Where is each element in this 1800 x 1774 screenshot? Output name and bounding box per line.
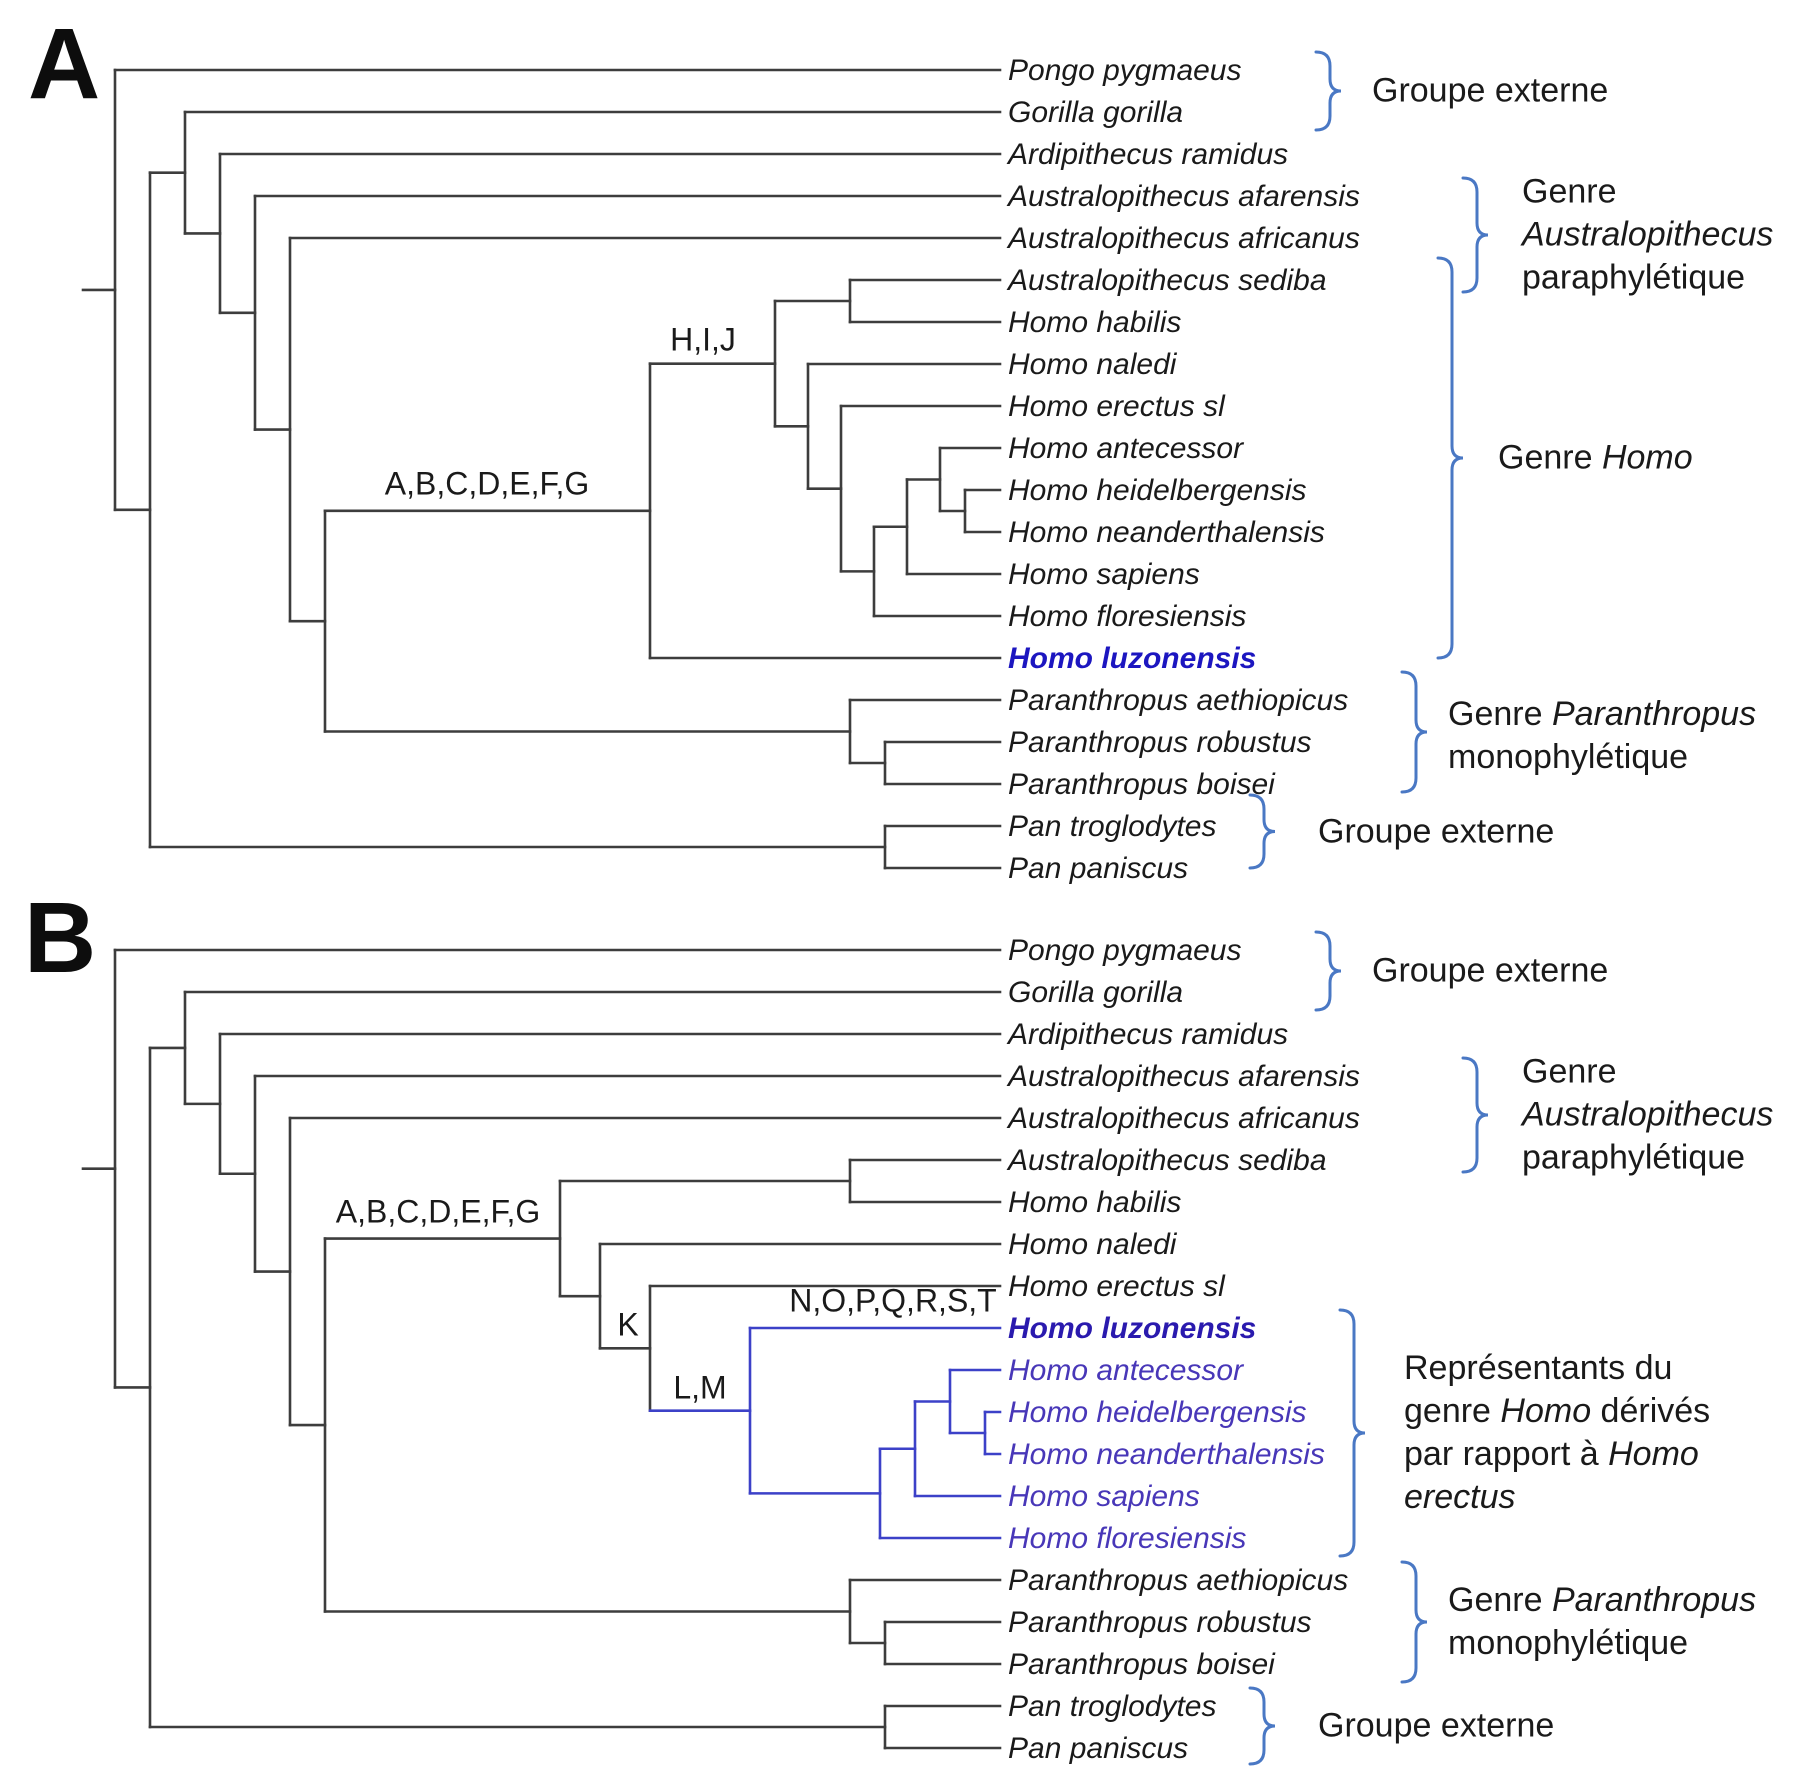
bracket-label-run: genre: [1404, 1392, 1501, 1430]
bracket-label: Genre Australopithecus paraphylétique: [1522, 171, 1773, 300]
bracket-label-run: Genre: [1498, 438, 1602, 477]
taxon-label: Australopithecus afarensis: [1006, 180, 1360, 213]
taxon-label: Australopithecus africanus: [1006, 1102, 1360, 1135]
taxon-label: Homo sapiens: [1008, 558, 1200, 591]
taxon-label: Australopithecus afarensis: [1006, 1060, 1360, 1093]
character-states-label-hij: H,I,J: [670, 321, 736, 358]
taxon-label: Homo habilis: [1008, 1186, 1181, 1219]
bracket-label-italic-run: Paranthropus: [1551, 1581, 1757, 1619]
bracket-label-run: par rapport à: [1404, 1435, 1609, 1473]
bracket-label-run: monophylétique: [1448, 1624, 1689, 1662]
bracket-label: Groupe externe: [1372, 70, 1608, 113]
taxon-label: Pongo pygmaeus: [1008, 934, 1242, 967]
taxon-label: Homo heidelbergensis: [1008, 474, 1307, 507]
bracket-label-run: Groupe externe: [1318, 812, 1555, 851]
panel-b-letter: B: [24, 882, 97, 994]
bracket-label-run: paraphylétique: [1522, 258, 1746, 297]
taxon-label: Homo neanderthalensis: [1008, 516, 1325, 549]
bracket-label-run: Groupe externe: [1318, 1706, 1555, 1745]
bracket-label-run: monophylétique: [1448, 738, 1689, 776]
character-states-label-abcdefg-a: A,B,C,D,E,F,G: [384, 465, 590, 502]
bracket-label-run: Genre: [1522, 1052, 1617, 1091]
taxon-label: Pongo pygmaeus: [1008, 54, 1242, 87]
bracket-label: Genre Paranthropus monophylétique: [1448, 1579, 1756, 1665]
bracket-label-run: Genre: [1522, 172, 1617, 211]
taxon-label: Pan paniscus: [1008, 1732, 1188, 1765]
group-bracket: [1400, 670, 1428, 794]
taxon-label: Homo erectus sl: [1008, 1270, 1226, 1303]
bracket-label: Groupe externe: [1318, 1705, 1554, 1748]
panel-b-tree: Pongo pygmaeus Gorilla gorilla Ardipithecu…: [81, 934, 1360, 1765]
character-states-label-abcdefg-b: A,B,C,D,E,F,G: [335, 1193, 541, 1230]
group-bracket: [1314, 930, 1342, 1012]
taxon-label: Paranthropus boisei: [1008, 1648, 1276, 1681]
bracket-label-italic-run: Australopithecus: [1522, 1095, 1774, 1134]
taxon-label: Homo sapiens: [1008, 1480, 1200, 1513]
character-states-label-k: K: [617, 1306, 639, 1343]
taxon-label: Homo luzonensis: [1008, 642, 1256, 675]
taxon-label: Ardipithecus ramidus: [1006, 138, 1288, 171]
taxon-label: Pan troglodytes: [1008, 810, 1216, 843]
taxon-label: Homo naledi: [1008, 1228, 1178, 1261]
bracket-label-italic-run: Homo: [1601, 438, 1693, 477]
taxon-label: Ardipithecus ramidus: [1006, 1018, 1288, 1051]
taxon-label: Homo antecessor: [1008, 432, 1244, 465]
taxon-label: Paranthropus aethiopicus: [1008, 684, 1348, 717]
group-bracket: [1436, 256, 1464, 660]
panel-a-tree: Pongo pygmaeus Gorilla gorilla Ardipithecu…: [81, 54, 1360, 885]
taxon-label: Pan paniscus: [1008, 852, 1188, 885]
taxon-label: Homo luzonensis: [1008, 1312, 1256, 1345]
taxon-label: Homo heidelbergensis: [1008, 1396, 1307, 1429]
bracket-label-run: paraphylétique: [1522, 1138, 1746, 1177]
group-bracket: [1338, 1308, 1366, 1558]
character-states-label-lm: L,M: [673, 1369, 727, 1406]
panel-a-letter: A: [28, 8, 101, 120]
taxon-label: Homo habilis: [1008, 306, 1181, 339]
taxon-label: Homo neanderthalensis: [1008, 1438, 1325, 1471]
group-bracket: [1461, 176, 1489, 294]
bracket-label-italic-run: Paranthropus: [1551, 695, 1757, 733]
group-bracket: [1400, 1560, 1428, 1684]
character-states-label-nopqrst: N,O,P,Q,R,S,T: [789, 1282, 997, 1319]
taxon-label: Australopithecus africanus: [1006, 222, 1360, 255]
group-bracket: [1314, 50, 1342, 132]
bracket-label: Groupe externe: [1318, 811, 1554, 854]
bracket-label-italic-run: Homo: [1500, 1392, 1592, 1430]
taxon-label: Paranthropus robustus: [1008, 726, 1312, 759]
taxon-label: Paranthropus robustus: [1008, 1606, 1312, 1639]
group-bracket: [1248, 793, 1276, 870]
bracket-label-run: Genre: [1448, 695, 1552, 733]
group-bracket: [1461, 1056, 1489, 1174]
bracket-label: Représentants du genre Homo dérivés par ra…: [1404, 1347, 1710, 1519]
taxon-label: Paranthropus boisei: [1008, 768, 1276, 801]
taxon-label: Gorilla gorilla: [1008, 976, 1183, 1009]
bracket-label: Genre Homo: [1498, 437, 1693, 480]
bracket-label-run: Groupe externe: [1372, 951, 1609, 990]
bracket-label: Groupe externe: [1372, 950, 1608, 993]
bracket-label-run: dérivés: [1591, 1392, 1711, 1430]
bracket-label-italic-run: Australopithecus: [1522, 215, 1774, 254]
taxon-label: Homo antecessor: [1008, 1354, 1244, 1387]
group-bracket: [1248, 1686, 1276, 1766]
taxon-label: Pan troglodytes: [1008, 1690, 1216, 1723]
taxon-label: Paranthropus aethiopicus: [1008, 1564, 1348, 1597]
taxon-label: Gorilla gorilla: [1008, 96, 1183, 129]
taxon-label: Homo erectus sl: [1008, 390, 1226, 423]
bracket-label-run: Genre: [1448, 1581, 1552, 1619]
taxon-label: Homo naledi: [1008, 348, 1178, 381]
taxon-label: Homo floresiensis: [1008, 600, 1246, 633]
bracket-label-italic-run: Homo: [1608, 1435, 1699, 1473]
taxon-label: Homo floresiensis: [1008, 1522, 1246, 1555]
bracket-label: Genre Paranthropus monophylétique: [1448, 693, 1756, 779]
bracket-label-italic-run: erectus: [1404, 1478, 1516, 1516]
bracket-label-run: Représentants du: [1404, 1349, 1673, 1387]
bracket-label: Genre Australopithecus paraphylétique: [1522, 1051, 1773, 1180]
bracket-label-run: Groupe externe: [1372, 71, 1609, 110]
taxon-label: Australopithecus sediba: [1006, 264, 1327, 297]
taxon-label: Australopithecus sediba: [1006, 1144, 1327, 1177]
